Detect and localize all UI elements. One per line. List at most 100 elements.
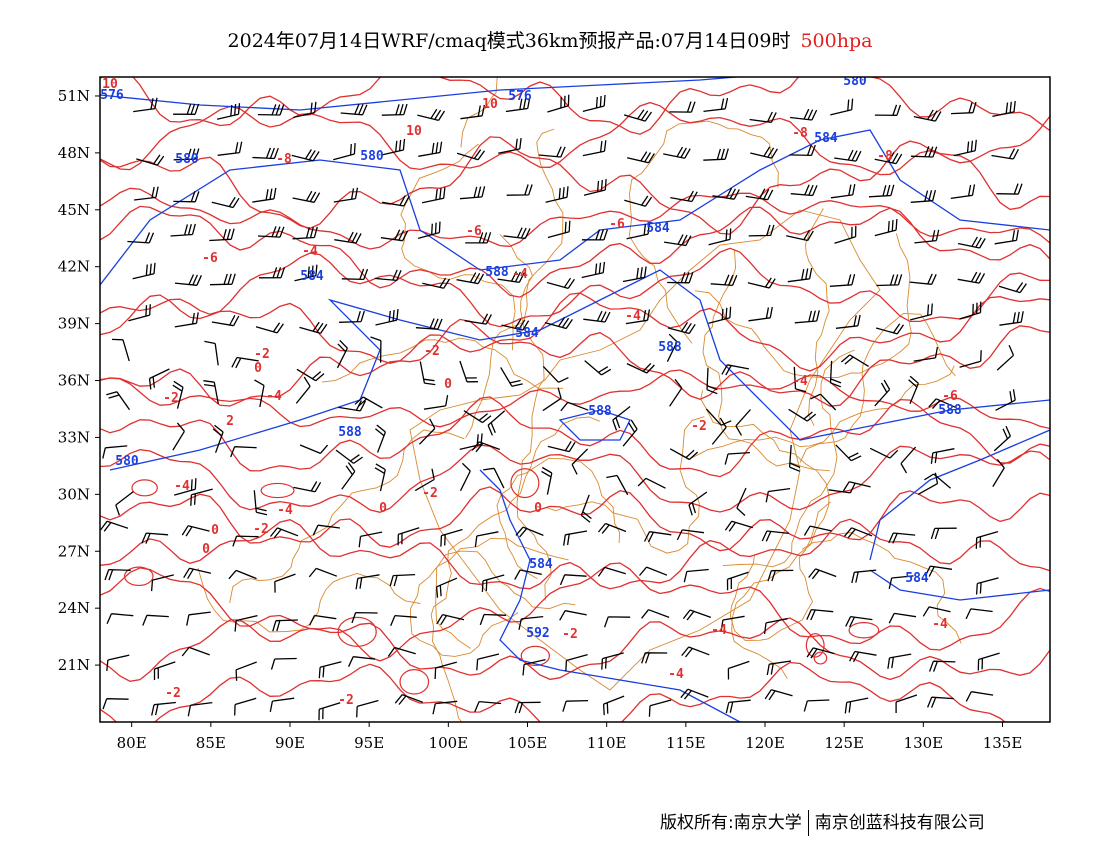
credit-separator [807,810,809,836]
wind-barb [471,441,501,453]
wind-barb [924,565,953,577]
wind-barb [234,614,258,632]
wind-barb [341,462,356,490]
border-line [702,250,830,472]
temperature-cell [260,482,295,499]
temperature-label: 10 [482,97,498,112]
wind-barb [500,367,523,387]
wind-barb [736,487,747,516]
border-line [722,349,855,568]
wind-barb [463,410,492,424]
temperature-isoline [100,661,1050,722]
wind-barb [497,271,525,284]
wind-barb [930,448,955,464]
x-tick-label: 100E [429,734,469,752]
wind-barb [381,103,408,116]
wind-barb [397,527,420,546]
wind-barb [348,656,376,667]
wind-barb [726,571,749,591]
wind-barb [389,573,416,587]
wind-barb [104,568,131,581]
wind-barb [351,611,378,624]
wind-barb [993,425,1011,452]
temperature-label: -8 [276,152,292,167]
wind-barb [745,188,774,201]
temperature-label: 0 [444,377,452,392]
wind-barb [419,361,436,386]
wind-barb [874,219,898,237]
height-label: 584 [529,557,553,572]
wind-barb [639,566,668,576]
border-line [430,416,600,722]
x-tick-label: 120E [745,734,785,752]
wind-barb [293,101,317,119]
wind-barb [965,691,994,702]
wind-barb [216,103,241,120]
y-tick-label: 36N [58,372,90,390]
wind-barb [582,140,607,157]
wind-barb [111,338,130,362]
wind-barb [908,375,920,404]
wind-barb [626,223,650,240]
x-tick-label: 110E [587,734,627,752]
wind-barb [415,318,443,330]
wind-barb [204,340,219,366]
wind-barb [765,487,791,503]
border-line [400,143,516,351]
wind-barb [232,535,259,547]
wind-barb [914,229,940,244]
wind-barb [374,424,387,453]
wind-barb [234,697,257,716]
wind-barb [597,566,626,577]
wind-barb [172,380,184,409]
wind-barb [255,322,284,334]
border-line [799,312,956,463]
wind-barb [830,183,856,199]
temperature-label: -2 [165,686,181,701]
wind-barb [868,184,895,198]
y-tick-label: 42N [58,258,90,276]
wind-barb [750,146,778,159]
wind-barb [829,273,856,287]
height-label: 584 [905,571,929,586]
wind-barb [563,530,588,546]
wind-barb [930,527,957,540]
wind-barb [749,111,777,124]
wind-barb [788,408,817,422]
wind-barb [418,418,436,445]
wind-barb [648,699,672,717]
wind-barb [474,531,499,547]
wind-barb [625,309,651,325]
wind-barb [869,447,899,459]
wind-barb [761,530,789,542]
wind-barb [842,481,871,492]
wind-barb [150,574,174,592]
wind-barb [559,610,587,621]
wind-barb [498,137,522,154]
wind-barb [975,530,999,549]
wind-barb [309,614,337,626]
wind-barb [705,408,732,426]
temperature-isoline [100,562,1050,662]
wind-barb [680,688,709,700]
height-label: 580 [843,74,867,89]
temperature-label: -6 [466,224,482,239]
wind-barb [584,360,612,376]
wind-barb [683,568,709,583]
wind-barb [299,444,329,455]
border-line [435,550,576,649]
wind-barb [720,615,745,631]
wind-barb [928,398,957,409]
wind-barb [957,271,986,284]
wind-barb [252,147,279,160]
height-label: 588 [658,340,682,355]
wind-barb [790,108,818,121]
wind-barb [254,379,265,408]
y-tick-label: 27N [58,542,90,560]
wind-barb [998,282,1027,294]
wind-barb [514,701,541,714]
wind-barb [211,314,240,327]
height-isoline [479,469,741,722]
wind-barb [559,574,587,586]
